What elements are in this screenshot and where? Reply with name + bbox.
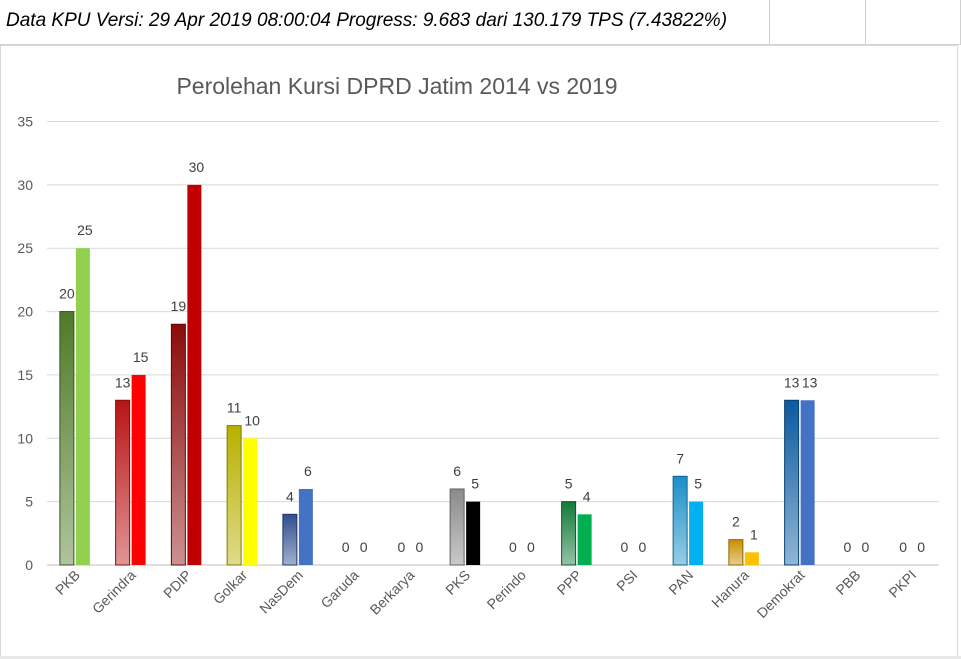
empty-cell: [866, 0, 961, 44]
info-bar: Data KPU Versi: 29 Apr 2019 08:00:04 Pro…: [0, 0, 961, 45]
bar-2019-pkb: [75, 248, 90, 565]
bar-2014-ppp: [561, 501, 577, 566]
x-tick-label: PPP: [554, 567, 585, 598]
bar-2019-demokrat: [800, 400, 815, 565]
y-tick-label: 0: [25, 557, 33, 573]
x-tick-label: Garuda: [317, 567, 361, 611]
data-label-2014: 13: [115, 374, 131, 390]
data-label-2019: 0: [638, 539, 646, 555]
data-label-2014: 5: [565, 476, 573, 492]
bar-2014-gerindra: [115, 399, 131, 566]
bar-2014-demokrat: [784, 399, 800, 566]
data-label-2019: 10: [244, 412, 260, 428]
data-label-2014: 11: [227, 400, 242, 416]
data-label-2014: 19: [171, 298, 187, 314]
bar-2019-pks: [466, 501, 481, 565]
y-tick-label: 15: [17, 367, 33, 383]
x-axis-ticks: PKB Gerindra PDIP Golkar NasDem Garuda Berkary…: [52, 567, 919, 621]
x-tick-label: PSI: [613, 567, 640, 594]
x-tick-label: Berkarya: [367, 567, 418, 618]
bar-2014-hanura: [728, 539, 744, 566]
x-tick-label: Golkar: [210, 567, 251, 608]
data-label-2014: 2: [732, 514, 740, 530]
bar-2014-pks: [449, 488, 465, 566]
data-label-2019: 5: [471, 476, 479, 492]
data-label-2019: 1: [750, 526, 758, 542]
bar-2019-pdip: [187, 184, 202, 565]
bars: [59, 184, 815, 566]
x-tick-label: NasDem: [256, 567, 306, 617]
y-tick-label: 20: [17, 304, 33, 320]
bar-2019-pan: [689, 501, 704, 565]
bar-2014-golkar: [226, 425, 242, 566]
data-label-2019: 15: [133, 349, 149, 365]
x-tick-label: Perindo: [484, 567, 530, 613]
x-tick-label: Gerindra: [89, 567, 139, 617]
data-label-2014: 0: [620, 539, 628, 555]
bar-2014-pdip: [170, 323, 186, 566]
x-tick-label: PKPI: [885, 567, 919, 601]
bar-2019-golkar: [243, 438, 258, 565]
x-tick-label: PAN: [665, 567, 696, 598]
y-axis-ticks: 0 5 10 15 20 25 30 35: [17, 114, 33, 574]
chart-area: 0 5 10 15 20 25 30 35 20 25 13 15 19 30 11 10 4 6 0 0 0 0 6 5 0…: [0, 45, 958, 657]
bar-2019-gerindra: [131, 374, 146, 565]
bar-2019-hanura: [744, 552, 759, 565]
x-tick-label: PBB: [832, 567, 863, 598]
bar-2014-pkb: [59, 311, 75, 566]
data-label-2019: 0: [861, 539, 869, 555]
y-tick-label: 30: [17, 177, 33, 193]
data-label-2019: 0: [415, 539, 423, 555]
x-tick-label: Hanura: [708, 567, 752, 611]
bottom-border: [0, 656, 961, 659]
x-tick-label: PKB: [52, 567, 83, 598]
bar-2014-nasdem: [282, 513, 298, 566]
y-tick-label: 25: [17, 240, 33, 256]
data-label-2019: 4: [583, 488, 591, 504]
y-tick-label: 5: [25, 494, 33, 510]
data-label-2019: 0: [917, 539, 925, 555]
data-label-2019: 13: [802, 374, 818, 390]
empty-cell: [770, 0, 866, 44]
data-label-2014: 4: [286, 488, 294, 504]
progress-text: Data KPU Versi: 29 Apr 2019 08:00:04 Pro…: [6, 10, 728, 31]
data-label-2019: 5: [694, 476, 702, 492]
bar-2019-nasdem: [298, 488, 313, 565]
chart-title: Perolehan Kursi DPRD Jatim 2014 vs 2019: [176, 73, 617, 99]
y-tick-label: 35: [17, 114, 33, 130]
data-label-2019: 25: [77, 222, 93, 238]
data-label-2014: 13: [784, 374, 800, 390]
y-tick-label: 10: [17, 430, 33, 446]
data-label-2019: 6: [304, 463, 312, 479]
data-label-2014: 7: [676, 450, 684, 466]
info-cell: [0, 0, 770, 44]
data-label-2014: 0: [342, 539, 350, 555]
data-label-2014: 0: [509, 539, 517, 555]
bar-2014-pan: [672, 475, 688, 566]
data-label-2014: 0: [899, 539, 907, 555]
data-label-2014: 6: [453, 463, 461, 479]
data-label-2014: 20: [59, 286, 75, 302]
data-label-2014: 0: [843, 539, 851, 555]
data-label-2014: 0: [397, 539, 405, 555]
data-label-2019: 0: [527, 539, 535, 555]
data-label-2019: 0: [360, 539, 368, 555]
data-label-2019: 30: [189, 159, 205, 175]
x-tick-label: PDIP: [160, 567, 194, 601]
x-tick-label: PKS: [442, 567, 473, 598]
bar-2019-ppp: [577, 514, 592, 565]
x-tick-label: Demokrat: [754, 567, 808, 621]
